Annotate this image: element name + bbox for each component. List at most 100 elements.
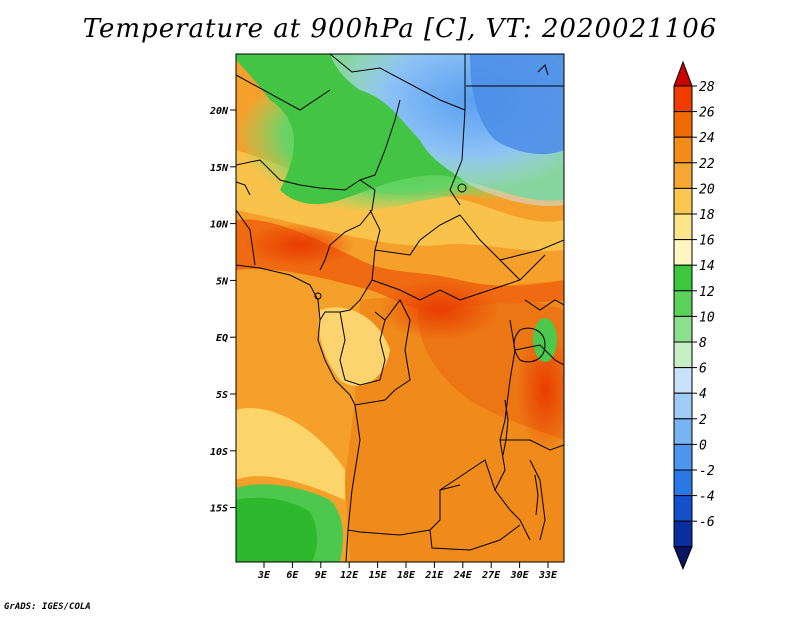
border-car-south — [371, 254, 546, 301]
border-sudan-ssudan — [459, 214, 521, 281]
colorbar-label: 22 — [699, 157, 715, 172]
lake-tanganyika — [502, 399, 509, 456]
field-yellow-west — [236, 408, 345, 500]
colorbar-swatch — [673, 443, 693, 471]
colorbar-label: 2 — [699, 413, 707, 428]
lon-tick-label: 21E — [424, 570, 444, 581]
field-hot-west — [245, 223, 355, 267]
border-namibia — [345, 529, 349, 562]
lat-tick-label: 5S — [216, 390, 228, 401]
field-green-highlands — [533, 318, 557, 362]
colorbar-swatch — [673, 315, 693, 343]
lon-tick-label: 12E — [340, 570, 359, 581]
border-zambia-south — [429, 524, 521, 551]
field-hot-eastcoast — [517, 330, 564, 450]
colorbar-swatch — [673, 136, 693, 164]
lat-tick-label: 20N — [209, 106, 229, 117]
colorbar-bottom-arrow — [673, 546, 693, 571]
colorbar-label: 28 — [699, 80, 715, 95]
lon-tick-label: 30E — [510, 570, 530, 581]
colorbar-top-arrow — [673, 60, 693, 87]
border-congo — [339, 311, 386, 386]
latitude-axis: 20N 15N 10N 5N EQ 5S 10S 15S — [209, 106, 236, 515]
colorbar-label: 8 — [699, 336, 707, 351]
colorbar-swatch — [673, 341, 693, 369]
colorbar-swatch — [673, 85, 693, 113]
temperature-field — [236, 54, 564, 562]
colorbar-label: -2 — [699, 464, 715, 479]
colorbar-label: 16 — [699, 234, 715, 249]
lon-tick-label: 24E — [453, 570, 473, 581]
lake-victoria — [513, 327, 546, 363]
border-ghana-togo — [236, 209, 256, 266]
colorbar-swatch — [673, 392, 693, 420]
colorbar-label: -4 — [699, 490, 715, 505]
colorbar-label: 18 — [699, 208, 715, 223]
lakes — [314, 64, 549, 516]
colorbar-label: 4 — [699, 387, 707, 402]
border-chad-west — [359, 99, 401, 181]
border-burkina — [236, 181, 251, 196]
colorbar-label: 24 — [699, 131, 715, 146]
colorbar-swatch — [673, 367, 693, 394]
border-zambia — [439, 459, 531, 541]
colorbar-swatch — [673, 239, 693, 266]
coastline-gulf-of-guinea — [236, 264, 351, 396]
field-blue-core — [470, 54, 564, 155]
lake-chad-area — [457, 183, 467, 193]
colorbar-swatch — [673, 290, 693, 317]
political-borders — [236, 54, 564, 562]
lon-tick-label: 18E — [397, 570, 416, 581]
colorbar-swatch — [673, 111, 693, 138]
lake-malawi — [534, 474, 539, 516]
border-malawi — [529, 459, 546, 541]
grads-credit: GrADS: IGES/COLA — [4, 602, 91, 612]
lon-tick-label: 6E — [286, 570, 299, 581]
border-nigeria — [236, 159, 376, 271]
plot-frame — [235, 53, 565, 563]
lat-tick-label: 10S — [210, 447, 228, 458]
colorbar-label: 10 — [699, 310, 715, 325]
longitude-axis: 3E 6E 9E 12E 15E 18E 21E 24E 27E 30E 33E — [257, 562, 558, 581]
lon-tick-label: 15E — [369, 570, 388, 581]
colorbar-swatch — [673, 520, 693, 548]
border-kenya-uganda — [524, 299, 564, 311]
lon-tick-label: 27E — [481, 570, 501, 581]
dead-sea-marker — [537, 64, 549, 76]
lat-tick-label: 15S — [210, 504, 228, 515]
colorbar-label: 0 — [699, 438, 707, 453]
lon-tick-label: 33E — [538, 570, 558, 581]
colorbar-swatch — [673, 162, 693, 189]
lon-tick-label: 3E — [257, 570, 271, 581]
border-drc-west — [349, 299, 411, 406]
colorbar-swatch — [673, 187, 693, 215]
lat-tick-label: 10N — [210, 220, 229, 231]
colorbar-swatch — [673, 469, 693, 497]
colorbar-swatch — [673, 264, 693, 292]
colorbar-label: -6 — [699, 515, 715, 530]
colorbar-label: 26 — [699, 106, 715, 121]
colorbar-swatch — [673, 418, 693, 445]
colorbar-label: 12 — [699, 285, 715, 300]
colorbar-label: 14 — [699, 259, 715, 274]
lon-tick-label: 9E — [315, 570, 328, 581]
field-yellow-congo — [318, 307, 390, 386]
border-angola — [347, 404, 461, 536]
lat-tick-label: 5N — [216, 276, 229, 287]
border-car-north — [374, 214, 461, 256]
border-mali-niger — [236, 74, 331, 111]
border-tanzania-south — [500, 439, 564, 451]
lat-tick-label: EQ — [216, 333, 228, 344]
colorbar-label: 6 — [699, 362, 707, 377]
lat-tick-label: 15N — [210, 163, 229, 174]
border-ethiopia — [499, 239, 564, 261]
border-cameroon — [319, 209, 381, 321]
map-title: Temperature at 900hPa [C], VT: 202002110… — [82, 14, 718, 44]
colorbar-label: 20 — [699, 182, 715, 197]
border-tanzania-north — [514, 344, 564, 366]
field-green-southwest-core — [236, 497, 317, 562]
lake-volta — [314, 292, 322, 300]
colorbar-swatch — [673, 495, 693, 522]
